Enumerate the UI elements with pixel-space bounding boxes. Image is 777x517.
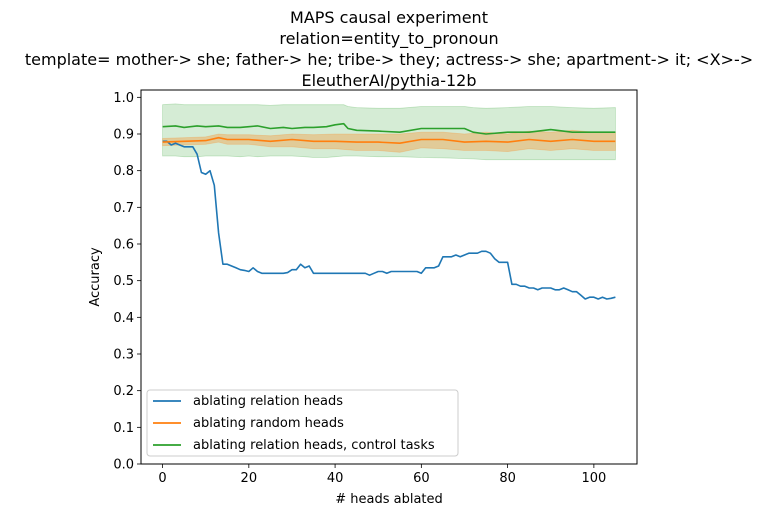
x-tick-label: 0 [158,471,166,486]
title-line-4: EleutherAI/pythia-12b [301,71,476,90]
series-line-random-heads [162,136,616,144]
y-tick-label: 0.8 [113,164,134,179]
title-line-1: MAPS causal experiment [290,8,488,27]
y-tick-label: 0.3 [113,348,134,363]
title-line-2: relation=entity_to_pronoun [279,29,498,49]
legend-label-random-heads: ablating random heads [193,416,344,431]
series-lines [162,122,616,300]
band-random-heads [162,129,616,153]
x-tick-label: 40 [327,471,344,486]
series-line-control-tasks [162,122,616,135]
legend-label-relation-heads: ablating relation heads [193,394,343,409]
chart-title: MAPS causal experiment relation=entity_t… [25,8,753,90]
x-tick-label: 20 [241,471,258,486]
y-tick-label: 0.2 [113,384,134,399]
x-axis-label: # heads ablated [335,492,443,507]
y-tick-label: 0.4 [113,311,134,326]
series-line-relation-heads [162,140,616,300]
y-tick-label: 0.6 [113,238,134,253]
x-tick-label: 80 [499,471,516,486]
y-axis-label: Accuracy [88,247,103,307]
y-tick-label: 0.1 [113,421,134,436]
legend-label-control-tasks: ablating relation heads, control tasks [193,438,435,453]
y-tick-label: 0.7 [113,201,134,216]
legend-box [146,389,459,457]
legend: ablating relation heads ablating random … [146,389,459,457]
y-tick-label: 0.5 [113,274,134,289]
y-tick-label: 0.0 [113,458,134,473]
title-line-3: template= mother-> she; father-> he; tri… [25,50,753,69]
plot-area-frame [140,89,638,465]
y-axis-ticks: 0.0 0.1 0.2 0.3 0.4 0.5 0.6 0.7 0.8 0.9 1.0 [113,91,141,473]
y-tick-label: 1.0 [113,91,134,106]
y-tick-label: 0.9 [113,128,134,143]
x-tick-label: 60 [413,471,430,486]
x-axis-ticks: 0 20 40 60 80 100 [158,464,606,486]
x-tick-label: 100 [581,471,606,486]
